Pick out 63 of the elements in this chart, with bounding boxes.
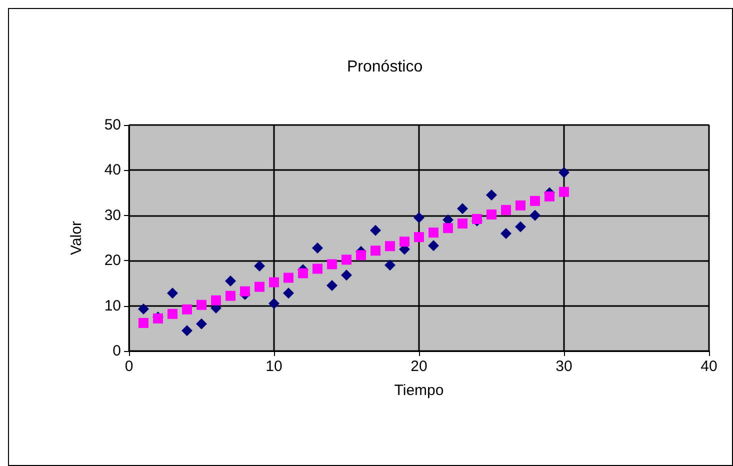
x-tick-label: 0 — [124, 358, 134, 375]
point — [138, 318, 148, 328]
point — [428, 240, 439, 252]
point — [254, 260, 265, 272]
point — [196, 300, 206, 310]
y-tick-label: 50 — [104, 116, 121, 134]
point — [458, 218, 468, 229]
point — [341, 270, 352, 281]
x-tick-label: 40 — [700, 358, 718, 375]
point — [326, 280, 338, 291]
point — [516, 200, 526, 210]
point — [327, 259, 337, 270]
y-tick-label: 10 — [104, 297, 121, 314]
point — [182, 325, 192, 336]
chart-title: Pronóstico — [347, 58, 423, 76]
point — [385, 241, 395, 252]
point — [225, 275, 236, 286]
point — [312, 264, 322, 274]
point — [515, 221, 526, 232]
point — [240, 286, 250, 296]
point — [182, 304, 192, 314]
y-tick-label: 0 — [112, 342, 121, 360]
point — [559, 186, 569, 197]
x-axis-title: Tiempo — [394, 382, 444, 399]
point — [370, 246, 380, 256]
point — [168, 308, 178, 319]
y-tick-label: 40 — [104, 162, 121, 179]
point — [500, 228, 512, 239]
point — [530, 196, 540, 206]
point — [428, 228, 438, 238]
x-tick-label: 30 — [556, 358, 572, 375]
x-tick-label: 10 — [266, 358, 282, 375]
point — [283, 288, 294, 299]
point — [370, 224, 381, 236]
point — [138, 303, 149, 314]
point — [284, 272, 294, 283]
point — [558, 166, 570, 178]
point — [414, 232, 424, 242]
x-tick-label: 20 — [410, 358, 428, 375]
y-tick-label: 20 — [104, 252, 121, 270]
point — [167, 288, 178, 299]
point — [457, 203, 468, 214]
point — [400, 236, 410, 247]
point — [254, 282, 264, 292]
point — [544, 191, 554, 202]
y-axis-title: Valor — [68, 221, 85, 255]
point — [226, 290, 236, 301]
point — [486, 190, 497, 201]
point — [384, 260, 396, 271]
point — [196, 318, 207, 330]
point — [268, 298, 280, 310]
y-tick-label: 30 — [104, 206, 121, 224]
point — [443, 223, 453, 234]
point — [269, 277, 279, 288]
point — [342, 254, 352, 265]
point — [298, 268, 308, 278]
point — [486, 209, 496, 220]
point — [211, 295, 221, 306]
point — [356, 250, 366, 260]
point — [414, 212, 424, 224]
point — [501, 204, 511, 215]
point — [312, 242, 323, 254]
point — [530, 210, 540, 221]
